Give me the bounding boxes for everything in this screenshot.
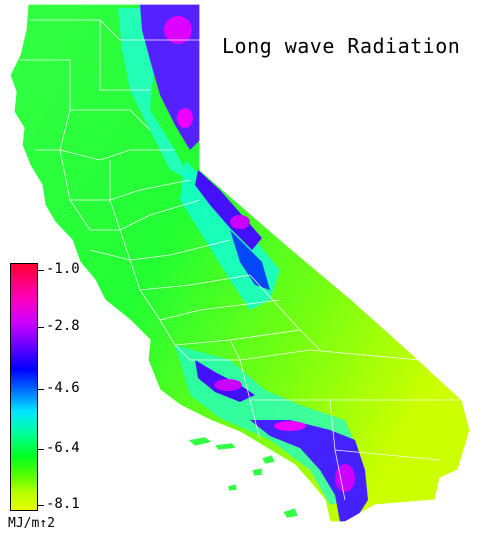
legend-label-3: -6.4 — [46, 440, 80, 456]
channel-islands — [187, 436, 299, 519]
sierra-mid-zone — [230, 230, 270, 290]
map-title: Long wave Radiation — [222, 34, 461, 58]
peak-north — [164, 16, 192, 44]
legend-tick-0 — [38, 270, 44, 271]
legend-label-0: -1.0 — [46, 261, 80, 277]
peak-sierra — [230, 215, 250, 229]
peak-transverse — [214, 379, 242, 391]
sierra-high-zone — [195, 170, 262, 250]
legend-label-2: -4.6 — [46, 380, 80, 396]
legend-colorbar — [10, 263, 38, 511]
peak-south-1 — [274, 421, 306, 431]
legend-units: MJ/m↑2 — [8, 516, 55, 531]
legend-tick-2 — [38, 389, 44, 390]
legend-label-4: -8.1 — [46, 496, 80, 512]
peninsular-high-zone — [250, 420, 368, 522]
legend-label-1: -2.8 — [46, 318, 80, 334]
peak-lassen — [177, 108, 193, 128]
legend-tick-1 — [38, 327, 44, 328]
legend-tick-3 — [38, 449, 44, 450]
county-boundaries — [20, 19, 460, 501]
cyan-zone-north — [118, 8, 190, 180]
state-outline — [9, 3, 471, 523]
legend-tick-4 — [38, 505, 44, 506]
peak-south-2 — [335, 464, 355, 492]
